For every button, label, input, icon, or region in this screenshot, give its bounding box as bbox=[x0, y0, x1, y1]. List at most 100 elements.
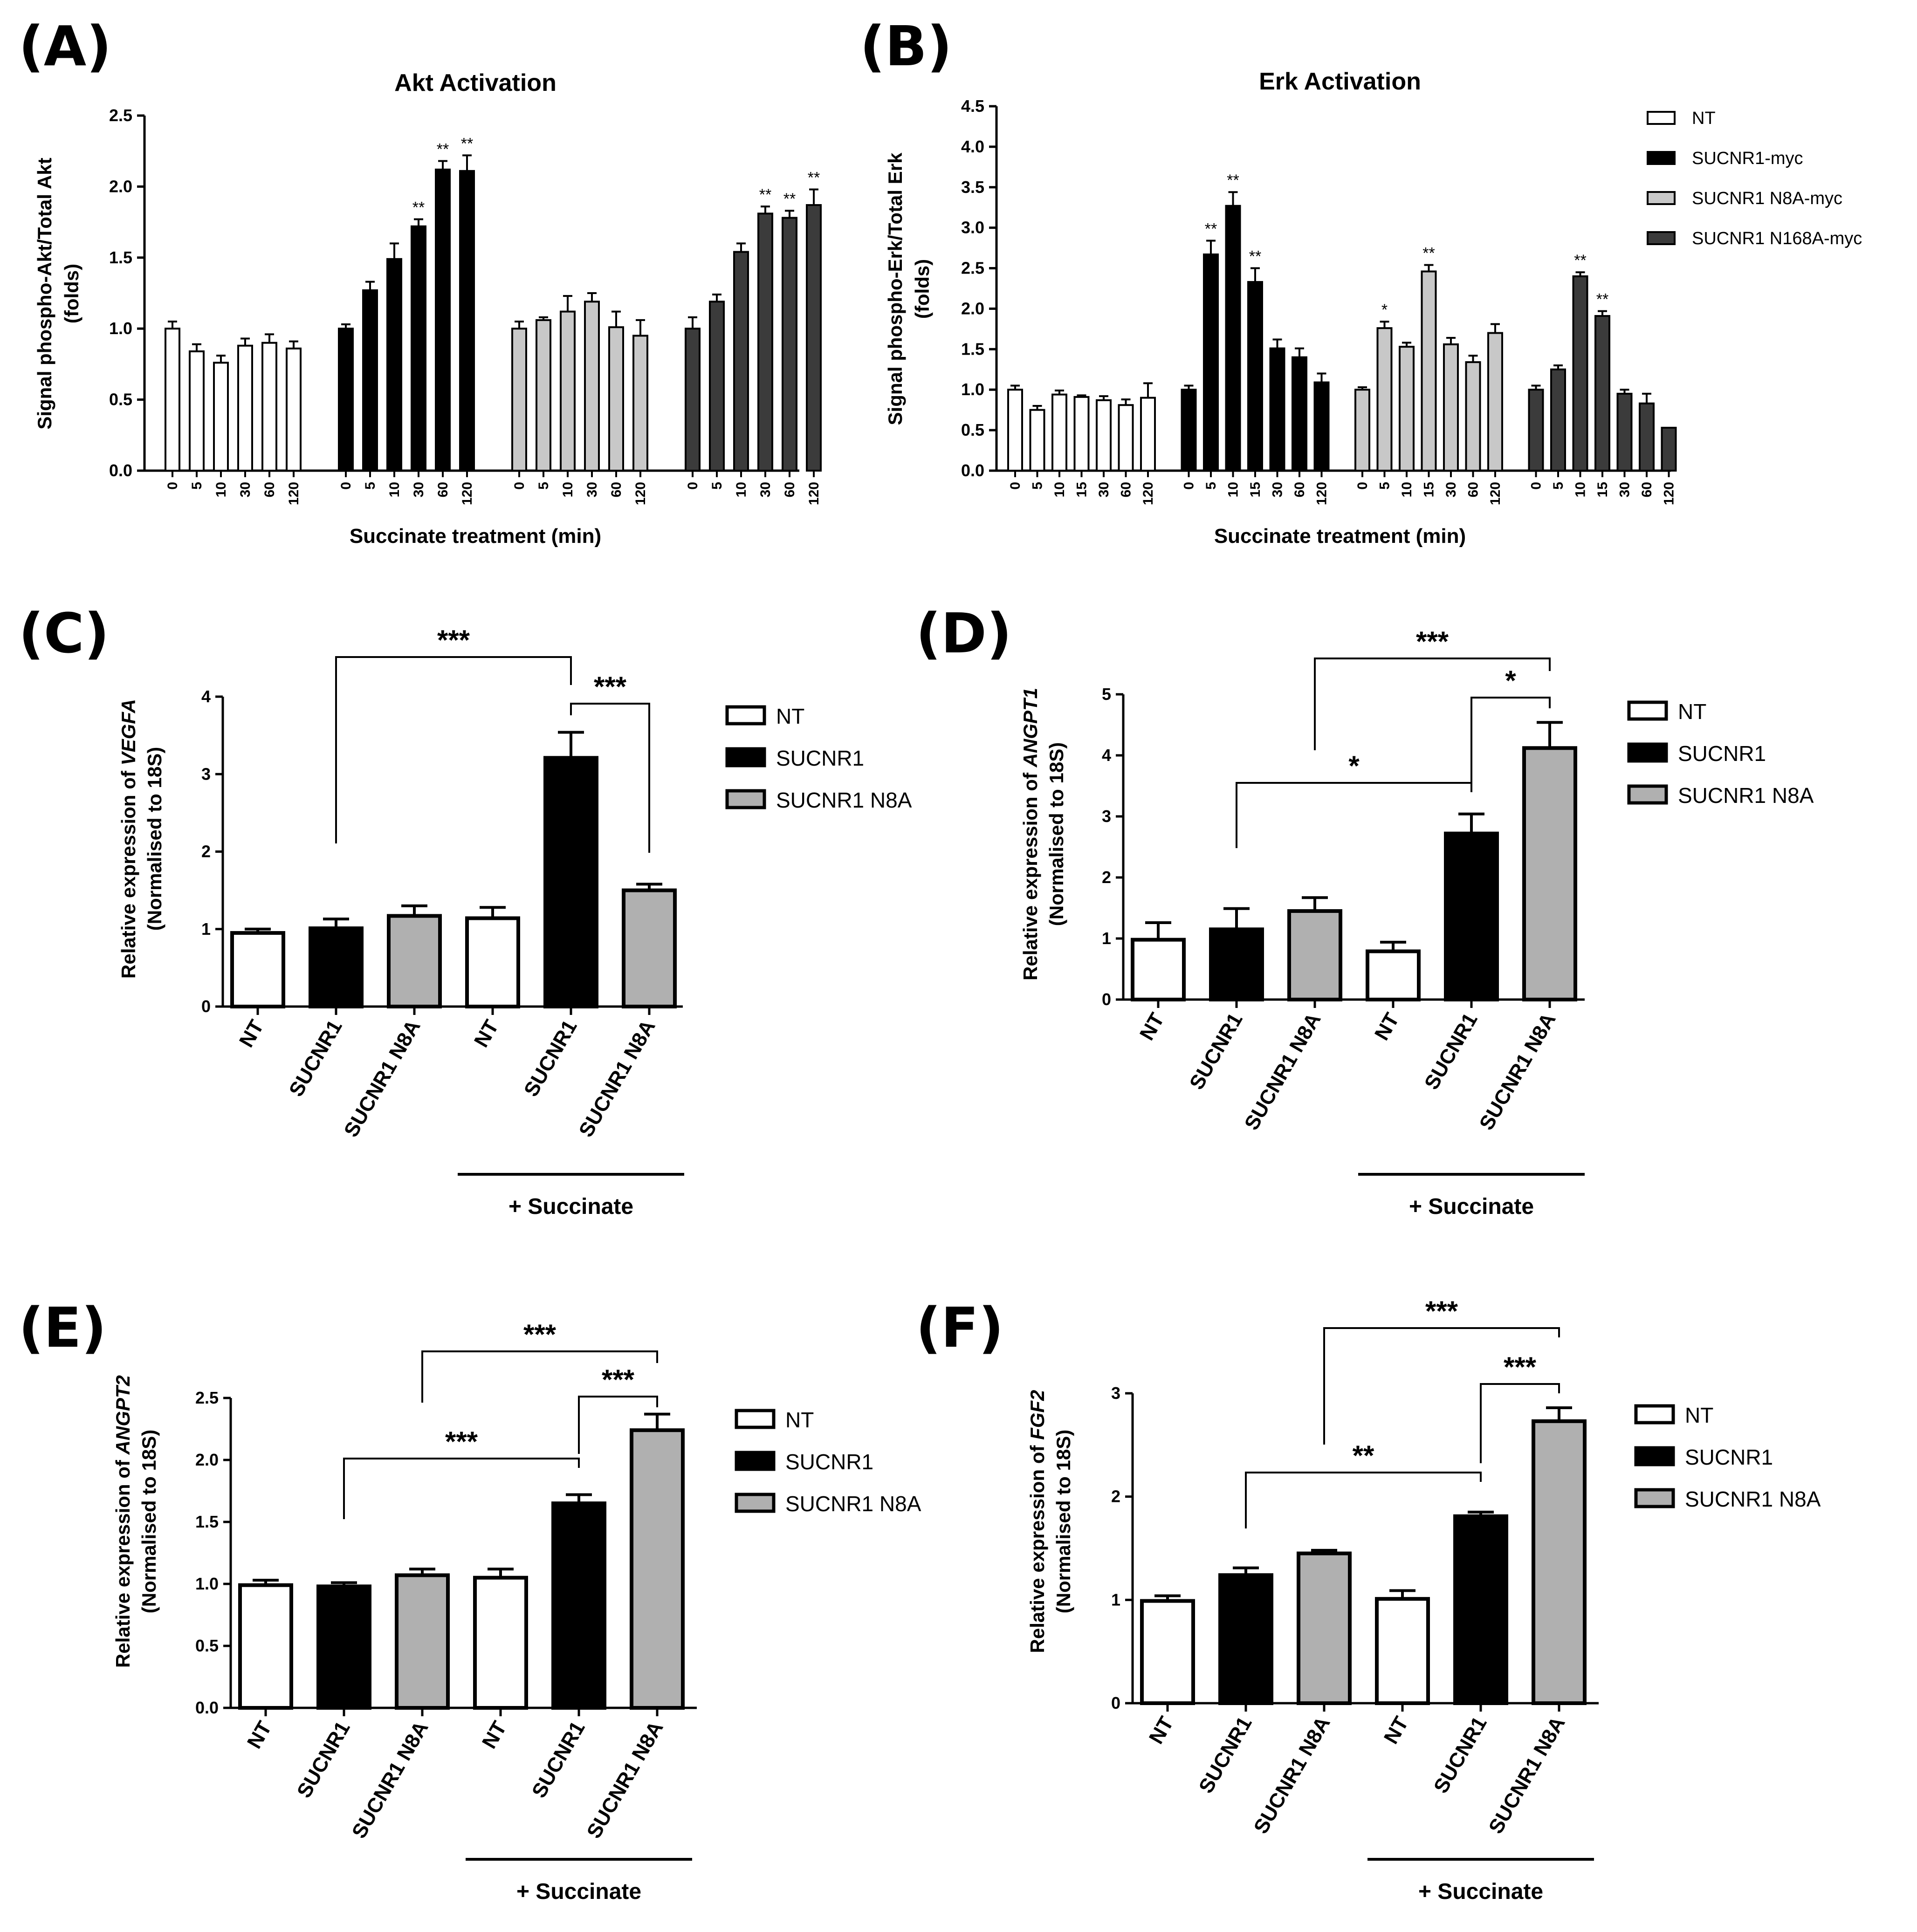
bar bbox=[733, 251, 749, 472]
y-tick-label: 3 bbox=[1111, 1384, 1120, 1403]
y-tick-label: 0.5 bbox=[109, 390, 132, 409]
x-tick-label: 15 bbox=[1595, 482, 1610, 497]
y-tick-label: 2.0 bbox=[961, 299, 984, 318]
x-tick-label: 30 bbox=[584, 482, 600, 497]
y-axis-label-b-line1: Signal phospho-Erk/Total Erk bbox=[884, 152, 906, 425]
y-tick-label: 1.0 bbox=[961, 380, 984, 399]
y-tick-label: 3.0 bbox=[961, 218, 984, 237]
legend-label: SUCNR1 N8A bbox=[776, 788, 912, 812]
y-axis-label-a-line1: Signal phospho-Akt/Total Akt bbox=[34, 158, 55, 429]
y-tick-label: 2 bbox=[1111, 1487, 1120, 1506]
y-tick-label: 1.5 bbox=[961, 339, 984, 358]
x-tick-label: 0 bbox=[685, 482, 701, 490]
panel-d: (D) Relative expression of ANGPT1 (Norma… bbox=[916, 601, 1814, 1219]
y-tick-label: 0.0 bbox=[109, 461, 132, 480]
significance-label: ** bbox=[1249, 248, 1261, 266]
y-axis-label-f-line2: (Normalised to 18S) bbox=[1052, 1430, 1074, 1613]
y-tick-label: 2.0 bbox=[195, 1450, 219, 1469]
significance-label: ** bbox=[1227, 171, 1239, 189]
x-category-label: SUCNR1 bbox=[520, 1016, 582, 1101]
significance-label: ** bbox=[1596, 291, 1608, 308]
bar bbox=[465, 916, 520, 1008]
bar bbox=[1421, 270, 1437, 472]
bar bbox=[1131, 938, 1186, 1001]
panel-a: (A) Akt Activation Signal phospho-Akt/To… bbox=[19, 14, 822, 548]
chart-title-a: Akt Activation bbox=[394, 69, 557, 96]
bar bbox=[1528, 389, 1544, 472]
significance-bracket bbox=[335, 656, 572, 843]
significance-label: *** bbox=[1416, 626, 1449, 657]
bar bbox=[411, 225, 426, 472]
y-tick-label: 1.5 bbox=[109, 248, 132, 267]
bar bbox=[1181, 389, 1197, 472]
legend-label: NT bbox=[776, 704, 804, 728]
legend-swatch bbox=[1634, 1446, 1675, 1466]
legend-swatch bbox=[725, 789, 766, 809]
x-category-label: SUCNR1 bbox=[293, 1718, 355, 1802]
significance-label: *** bbox=[594, 671, 627, 702]
bar bbox=[806, 204, 822, 472]
panel-c: (C) Relative expression of VEGFA (Normal… bbox=[19, 601, 912, 1219]
y-axis-label-c-line1: Relative expression of VEGFA bbox=[117, 699, 139, 979]
significance-label: * bbox=[1348, 750, 1360, 781]
significance-label: ** bbox=[783, 190, 796, 208]
bar bbox=[1616, 392, 1633, 472]
significance-bracket bbox=[1323, 1327, 1560, 1445]
x-tick-label: 30 bbox=[1270, 482, 1285, 497]
y-tick-label: 3 bbox=[201, 764, 211, 783]
significance-bracket bbox=[343, 1458, 580, 1519]
bar bbox=[1444, 831, 1499, 1002]
bar bbox=[1465, 361, 1481, 472]
x-tick-label: 60 bbox=[782, 482, 797, 497]
significance-label: *** bbox=[602, 1364, 635, 1395]
x-category-label: SUCNR1 N8A bbox=[1475, 1009, 1560, 1134]
succinate-group-label: + Succinate bbox=[508, 1194, 633, 1219]
legend-label: SUCNR1 bbox=[776, 746, 864, 770]
x-tick-label: 60 bbox=[1639, 482, 1655, 497]
x-category-label: SUCNR1 N8A bbox=[575, 1016, 660, 1141]
legend-swatch bbox=[1627, 700, 1668, 721]
axes-b: 0.00.51.01.52.02.53.03.54.04.50 5 10 15 30 60… bbox=[961, 96, 1677, 505]
panel-label-f: (F) bbox=[916, 1295, 1003, 1360]
bar bbox=[1313, 381, 1330, 472]
legend-swatch bbox=[1647, 151, 1676, 165]
legend-swatch bbox=[1647, 231, 1676, 245]
significance-bracket bbox=[1314, 658, 1551, 750]
panel-label-a: (A) bbox=[19, 14, 111, 78]
x-axis-label-a: Succinate treatment (min) bbox=[350, 525, 601, 548]
x-tick-label: 30 bbox=[411, 482, 426, 497]
bar bbox=[632, 335, 648, 472]
bar bbox=[1550, 368, 1566, 472]
x-tick-label: 60 bbox=[262, 482, 277, 497]
bar bbox=[435, 168, 451, 472]
x-tick-label: 10 bbox=[560, 482, 576, 497]
bar bbox=[1073, 396, 1090, 472]
x-category-label: SUCNR1 N8A bbox=[1250, 1713, 1335, 1838]
succinate-group-label: + Succinate bbox=[1418, 1879, 1543, 1904]
bar bbox=[230, 931, 285, 1008]
legend-label: NT bbox=[1692, 109, 1716, 128]
y-tick-label: 2.5 bbox=[109, 106, 132, 125]
legend-label: SUCNR1 bbox=[1678, 741, 1766, 766]
y-tick-label: 1.0 bbox=[109, 319, 132, 338]
bar bbox=[261, 342, 277, 472]
bar bbox=[1453, 1514, 1508, 1706]
significance-bracket bbox=[1470, 697, 1551, 792]
y-tick-label: 0.5 bbox=[195, 1636, 219, 1655]
significance-label: * bbox=[1381, 301, 1388, 319]
x-tick-label: 10 bbox=[1573, 482, 1588, 497]
bar bbox=[1051, 393, 1067, 472]
bar bbox=[685, 328, 701, 472]
y-tick-label: 0.0 bbox=[961, 461, 984, 480]
x-tick-label: 0 bbox=[165, 482, 180, 490]
bar bbox=[536, 319, 551, 472]
x-category-label: NT bbox=[1135, 1009, 1169, 1044]
legend-swatch bbox=[735, 1493, 776, 1513]
bar bbox=[309, 926, 364, 1009]
y-tick-label: 4.0 bbox=[961, 137, 984, 156]
axes-a: 0.00.51.01.52.02.50 5 10 30 60 120 0 5 10 30 60 120… bbox=[109, 106, 822, 505]
bar bbox=[1292, 356, 1307, 472]
x-tick-label: 5 bbox=[1551, 482, 1566, 490]
legend-swatch bbox=[1647, 191, 1676, 205]
